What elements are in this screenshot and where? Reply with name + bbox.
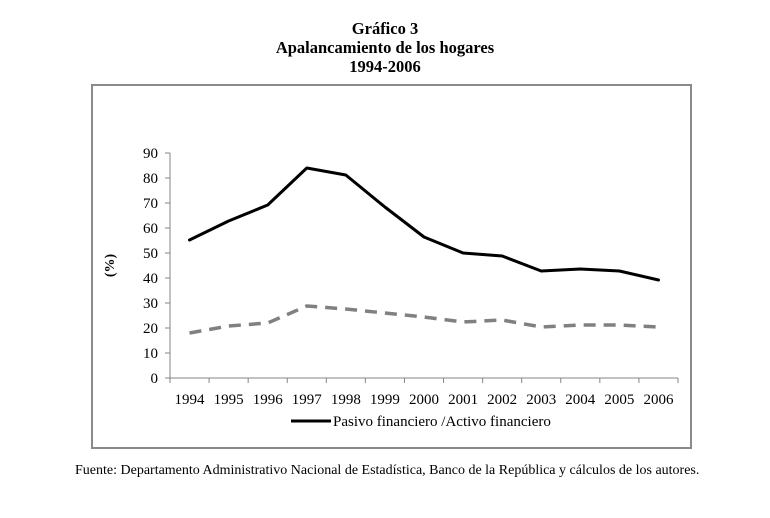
chart-subtitle: 1994-2006	[349, 57, 421, 76]
x-tick-label: 1999	[370, 392, 400, 408]
y-tick-label: 20	[143, 321, 158, 337]
figure-title-block: Gráfico 3 Apalancamiento de los hogares …	[0, 19, 770, 76]
series-layer	[188, 166, 660, 335]
series-line-dashed	[189, 304, 659, 335]
y-axis-title: (%)	[103, 254, 118, 278]
y-tick-label: 90	[143, 146, 158, 162]
x-tick-label: 1995	[214, 392, 244, 408]
y-tick-label: 10	[143, 346, 158, 362]
legend-label: Pasivo financiero /Activo financiero	[333, 414, 551, 430]
y-tick-label: 30	[143, 296, 158, 312]
x-tick-label: 2002	[487, 392, 517, 408]
x-tick-label: 1997	[292, 392, 323, 408]
series-line-pasivo-activo	[188, 166, 660, 282]
x-tick-label: 2005	[604, 392, 634, 408]
source-note: Fuente: Departamento Administrativo Naci…	[75, 463, 700, 478]
figure-label: Gráfico 3	[351, 19, 419, 38]
x-tick-label: 2004	[565, 392, 596, 408]
x-tick-label: 2006	[643, 392, 674, 408]
legend: Pasivo financiero /Activo financiero	[291, 414, 551, 430]
x-tick-label: 1994	[175, 392, 206, 408]
x-tick-label: 1998	[331, 392, 361, 408]
x-tick-label: 2000	[409, 392, 439, 408]
y-tick-label: 70	[143, 196, 158, 212]
y-tick-label: 40	[143, 271, 158, 287]
x-tick-label: 2003	[526, 392, 556, 408]
y-tick-label: 60	[143, 221, 158, 237]
chart-frame: 0 10 20 30 40 50 60 70 80 90 1994 1995 1996 1997 1998 1…	[91, 84, 692, 449]
x-tick-label: 2001	[448, 392, 478, 408]
y-tick-label: 0	[151, 371, 159, 387]
x-tick-label: 1996	[253, 392, 284, 408]
y-tick-label: 80	[143, 171, 158, 187]
line-chart: 0 10 20 30 40 50 60 70 80 90 1994 1995 1996 1997 1998 1…	[103, 146, 679, 430]
axes: 0 10 20 30 40 50 60 70 80 90 1994 1995 1996 1997 1998 1…	[103, 146, 679, 408]
y-tick-label: 50	[143, 246, 158, 262]
chart-title: Apalancamiento de los hogares	[275, 38, 495, 57]
